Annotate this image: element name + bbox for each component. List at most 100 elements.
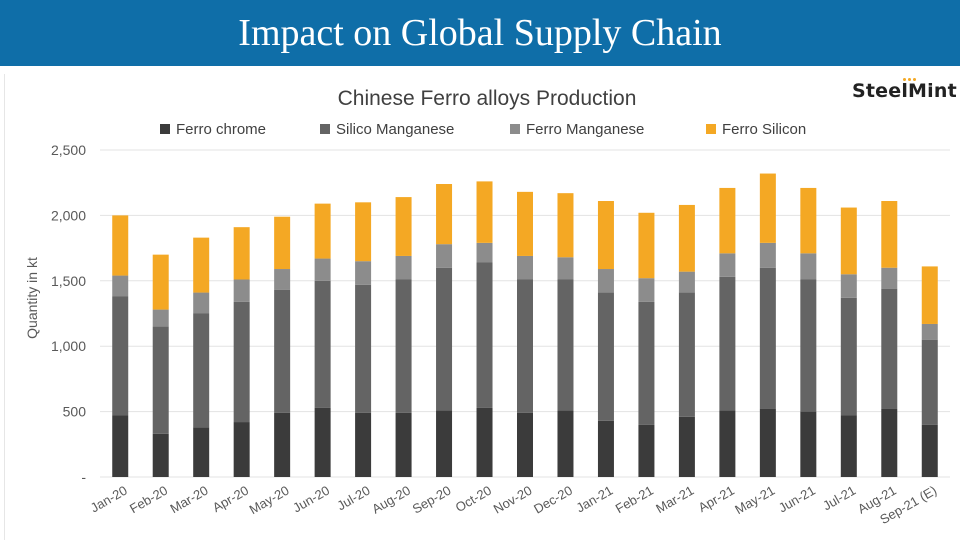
legend-label: Silico Manganese <box>336 121 454 138</box>
legend-swatch <box>160 124 170 134</box>
bar-segment-ferro-silicon <box>840 207 857 275</box>
legend-swatch <box>320 124 330 134</box>
logo-dots-icon <box>903 78 917 84</box>
bar-segment-ferro-silicon <box>476 181 493 243</box>
y-tick-label: 2,000 <box>51 207 86 223</box>
bar-segment-ferro-chrome <box>638 424 655 477</box>
bar-segment-ferro-manganese <box>112 275 129 297</box>
bar-segment-ferro-manganese <box>597 269 614 293</box>
bar-segment-ferro-manganese <box>517 255 533 280</box>
x-tick-label: Jun-20 <box>290 483 332 516</box>
y-axis-label: Quantity in kt <box>24 257 40 339</box>
legend-label: Ferro chrome <box>176 121 266 138</box>
bar-segment-ferro-silicon <box>193 237 210 293</box>
bar-segment-ferro-manganese <box>395 255 412 280</box>
bar-segment-silico-manganese <box>152 326 169 434</box>
bar-segment-silico-manganese <box>597 292 614 421</box>
bar-segment-ferro-silicon <box>759 173 776 243</box>
bar-segment-ferro-silicon <box>314 203 331 259</box>
bar-segment-ferro-silicon <box>517 191 533 256</box>
bar-segment-ferro-manganese <box>314 258 331 281</box>
y-tick-labels: - 500 1,000 1,500 2,000 2,500 <box>51 142 86 485</box>
x-tick-label: Mar-20 <box>168 483 211 517</box>
bar-segment-ferro-silicon <box>233 227 250 280</box>
bar-segment-ferro-chrome <box>355 412 372 477</box>
bar-segment-ferro-silicon <box>395 197 412 256</box>
bar-segment-ferro-manganese <box>193 292 210 314</box>
bar-segment-ferro-silicon <box>921 266 938 324</box>
y-tick-label: 1,000 <box>51 338 86 354</box>
bar-segment-ferro-silicon <box>436 184 453 245</box>
bar-segment-ferro-manganese <box>759 242 776 268</box>
x-tick-label: Mar-21 <box>653 483 696 517</box>
bar-segment-ferro-chrome <box>921 424 938 477</box>
bar-segment-silico-manganese <box>233 301 250 423</box>
x-tick-label: May-21 <box>732 483 777 518</box>
bars-group <box>112 173 938 477</box>
bar-segment-ferro-chrome <box>436 410 453 477</box>
bar-segment-ferro-silicon <box>597 201 614 270</box>
y-tick-label: 500 <box>63 404 87 420</box>
bar-segment-ferro-silicon <box>112 215 129 276</box>
bar-segment-ferro-manganese <box>233 279 250 302</box>
x-tick-label: Jan-21 <box>574 483 616 516</box>
bar-segment-ferro-silicon <box>355 202 372 262</box>
bar-segment-silico-manganese <box>314 280 331 408</box>
bar-segment-ferro-chrome <box>112 415 129 477</box>
bar-segment-silico-manganese <box>395 279 412 413</box>
bar-segment-silico-manganese <box>436 267 453 411</box>
bar-segment-ferro-chrome <box>476 407 493 477</box>
bar-segment-silico-manganese <box>193 313 210 428</box>
bar-segment-ferro-manganese <box>476 242 493 263</box>
x-tick-label: Feb-20 <box>127 483 170 517</box>
bar-segment-silico-manganese <box>840 297 857 416</box>
y-tick-label: 1,500 <box>51 273 86 289</box>
bar-segment-silico-manganese <box>274 289 291 413</box>
bar-segment-ferro-chrome <box>678 416 695 477</box>
x-tick-label: May-20 <box>247 483 292 518</box>
bar-segment-ferro-silicon <box>152 254 169 310</box>
x-tick-label: Apr-21 <box>696 483 737 516</box>
bar-segment-ferro-silicon <box>274 216 291 270</box>
bar-segment-ferro-manganese <box>678 271 695 293</box>
bar-segment-silico-manganese <box>719 276 736 411</box>
legend-swatch <box>510 124 520 134</box>
x-tick-label: Apr-20 <box>210 483 251 516</box>
y-tick-label: - <box>81 469 86 485</box>
bar-segment-ferro-manganese <box>436 244 453 268</box>
bar-segment-ferro-chrome <box>759 408 776 477</box>
bar-segment-silico-manganese <box>800 279 817 412</box>
bar-segment-ferro-silicon <box>800 187 817 254</box>
bar-segment-ferro-silicon <box>557 193 574 258</box>
bar-segment-silico-manganese <box>759 267 776 409</box>
x-tick-label: Aug-20 <box>369 483 413 517</box>
bar-segment-ferro-manganese <box>355 261 372 285</box>
y-tick-label: 2,500 <box>51 142 86 158</box>
bar-segment-silico-manganese <box>355 284 372 413</box>
bar-segment-ferro-manganese <box>557 257 574 280</box>
bar-segment-silico-manganese <box>638 301 655 425</box>
bar-segment-ferro-chrome <box>152 433 169 477</box>
bar-segment-silico-manganese <box>557 279 574 411</box>
chart-title: Chinese Ferro alloys Production <box>338 87 637 110</box>
x-tick-label: Jan-20 <box>88 483 130 516</box>
x-tick-label: Jul-21 <box>820 483 858 514</box>
bar-segment-ferro-chrome <box>800 411 817 477</box>
bar-segment-ferro-manganese <box>921 323 938 340</box>
bar-segment-ferro-manganese <box>800 253 817 280</box>
bar-segment-silico-manganese <box>112 296 129 416</box>
x-tick-label: Dec-20 <box>531 483 575 517</box>
bar-segment-ferro-chrome <box>274 412 291 477</box>
bar-segment-ferro-manganese <box>638 278 655 302</box>
title-banner <box>0 0 960 66</box>
x-tick-label: Sep-20 <box>410 483 454 517</box>
bar-segment-ferro-silicon <box>678 204 695 272</box>
bar-segment-ferro-chrome <box>881 408 898 477</box>
bar-segment-ferro-chrome <box>557 410 574 477</box>
bar-segment-silico-manganese <box>881 288 898 409</box>
bar-segment-silico-manganese <box>921 339 938 425</box>
bar-segment-silico-manganese <box>678 292 695 417</box>
legend-swatch <box>706 124 716 134</box>
